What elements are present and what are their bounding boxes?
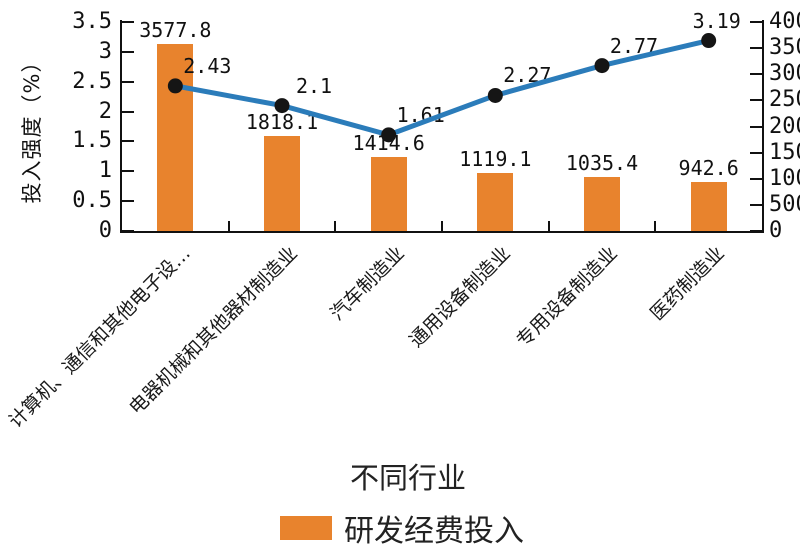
- bar: [370, 157, 407, 231]
- x-axis-line: [120, 231, 764, 233]
- y-axis-right-tick: [750, 203, 762, 206]
- trend-line: [174, 38, 710, 138]
- y-axis-right-tick-label: 2500: [769, 87, 800, 113]
- y-axis-left-tick-label: 0: [98, 218, 112, 243]
- y-axis-left-line: [120, 20, 122, 233]
- y-axis-right-tick-label: 4000: [769, 9, 800, 34]
- y-axis-right-tick: [750, 73, 762, 76]
- data-point-dot: [701, 33, 717, 49]
- line-value-label: 2.43: [183, 53, 232, 78]
- y-axis-left-tick-label: 0.5: [72, 188, 112, 214]
- y-axis-left-tick: [122, 80, 134, 83]
- y-axis-left-tick: [122, 50, 134, 53]
- data-point-dot: [167, 78, 183, 94]
- y-axis-right-tick-label: 3000: [769, 61, 800, 87]
- y-axis-right-tick: [750, 151, 762, 154]
- y-axis-left-tick-label: 2: [98, 98, 112, 124]
- x-axis-tick: [441, 221, 443, 231]
- data-point-dot: [274, 98, 290, 114]
- y-axis-left-tick: [122, 170, 134, 173]
- x-axis-tick: [227, 221, 230, 231]
- y-axis-right-tick: [750, 21, 762, 23]
- y-axis-left-tick: [122, 21, 134, 23]
- y-axis-right-line: [762, 20, 764, 233]
- legend-bar-label: 研发经费投入: [344, 514, 524, 548]
- y-axis-left-tick-label: 3: [98, 38, 112, 64]
- bar-value-label: 1035.4: [565, 150, 639, 175]
- bar: [264, 136, 300, 231]
- y-axis-left-tick: [122, 110, 134, 113]
- bar: [477, 172, 514, 231]
- bar: [584, 176, 620, 231]
- line-value-label: 2.77: [609, 33, 659, 58]
- bar: [157, 44, 194, 231]
- bar-value-label: 1818.1: [245, 110, 319, 134]
- bar-value-label: 1414.6: [352, 131, 425, 156]
- x-axis-tick: [547, 221, 550, 231]
- x-axis-title: 不同行业: [349, 461, 467, 495]
- y-axis-right-tick-label: 2000: [769, 113, 800, 139]
- line-value-label: 2.27: [503, 63, 552, 88]
- y-axis-left-tick: [122, 200, 134, 203]
- y-axis-left-tick: [122, 140, 134, 143]
- bar-value-label: 942.6: [678, 155, 739, 180]
- bar: [690, 181, 727, 231]
- y-axis-right-tick: [750, 47, 762, 50]
- y-axis-right-tick-label: 1500: [769, 139, 800, 165]
- y-axis-right-tick-label: 500: [769, 191, 800, 217]
- data-point-dot: [381, 127, 397, 143]
- y-axis-right-tick: [750, 230, 762, 232]
- data-point-dot: [487, 87, 503, 103]
- legend-bar-swatch: [280, 516, 332, 540]
- bar-value-label: 3577.8: [139, 18, 212, 43]
- y-axis-left-tick-label: 1.5: [72, 128, 112, 154]
- x-axis-tick: [334, 221, 337, 231]
- bar-value-label: 1119.1: [459, 146, 532, 171]
- line-value-label: 2.1: [295, 73, 333, 98]
- data-point-dot: [594, 58, 610, 74]
- y-axis-right-tick-label: 1000: [769, 165, 800, 191]
- y-axis-right-tick-label: 3500: [769, 35, 800, 61]
- y-axis-left-tick-label: 3.5: [72, 9, 112, 34]
- x-axis-tick: [654, 221, 657, 231]
- y-axis-right-tick: [750, 125, 762, 128]
- y-axis-left-tick-label: 1: [98, 158, 112, 184]
- y-axis-left-tick: [122, 230, 134, 232]
- line-value-label: 3.19: [692, 8, 741, 33]
- y-axis-left-tick-label: 2.5: [72, 68, 112, 94]
- y-axis-right-tick: [750, 177, 762, 180]
- legend: 研发经费投入: [280, 506, 524, 548]
- y-axis-right-tick: [750, 99, 762, 102]
- y-axis-right-tick-label: 0: [769, 218, 783, 243]
